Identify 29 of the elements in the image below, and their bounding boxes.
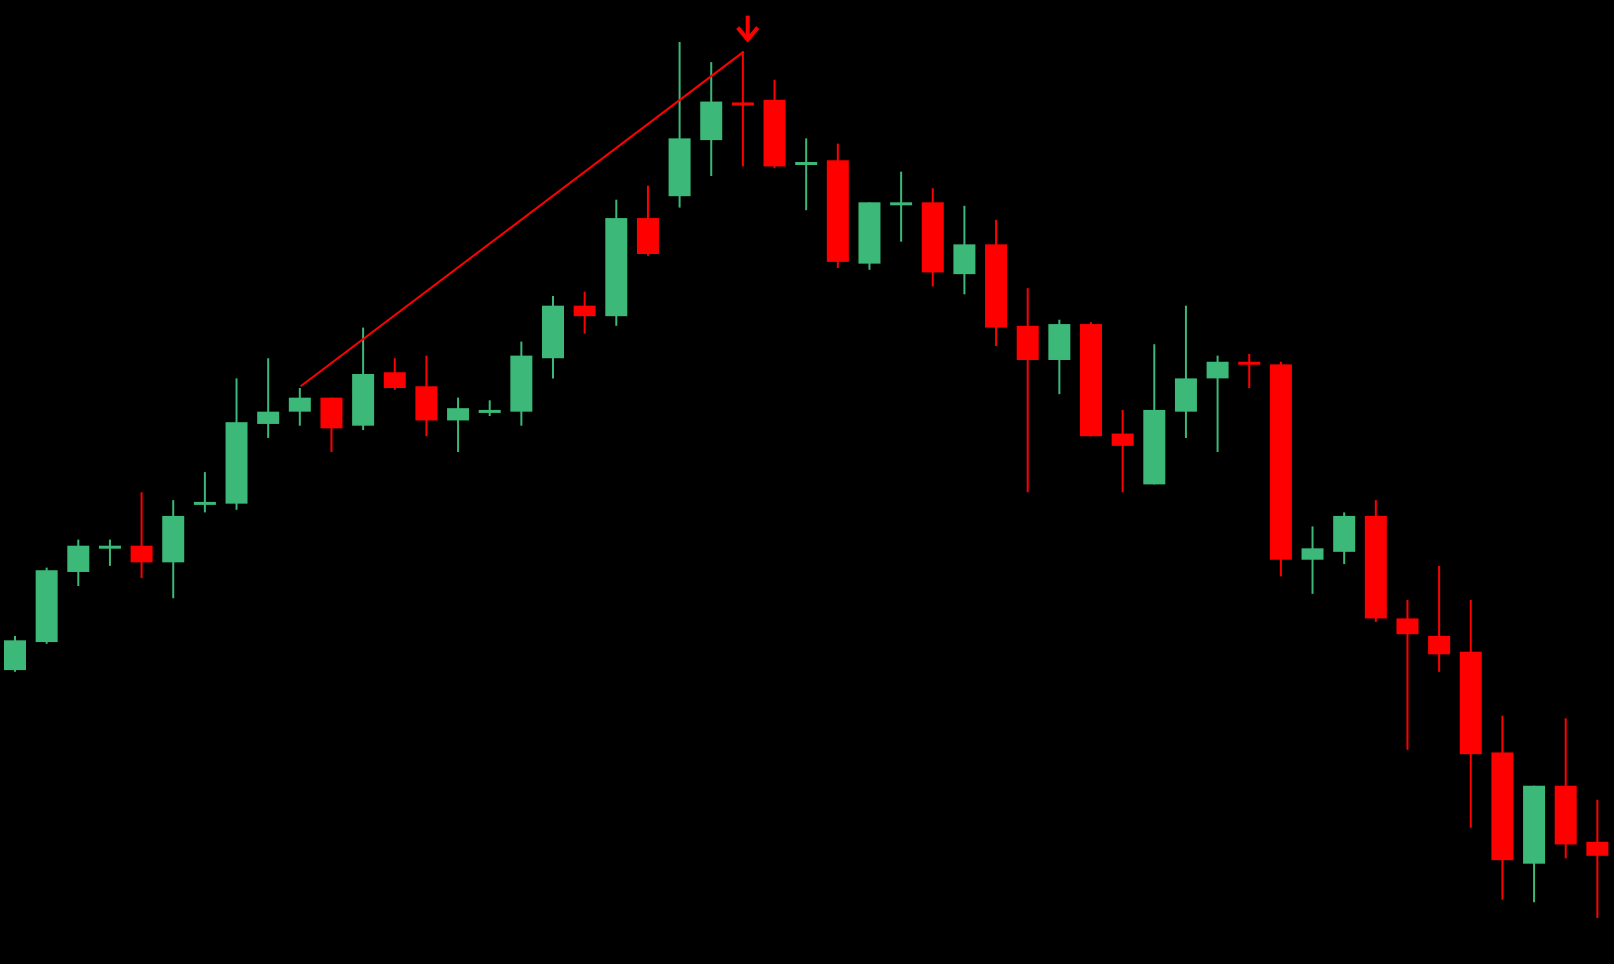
candlestick xyxy=(257,357,280,439)
candlestick xyxy=(1206,354,1229,453)
candlestick xyxy=(130,491,153,580)
candlestick xyxy=(890,170,913,243)
candlestick xyxy=(288,387,311,427)
candlestick xyxy=(1238,352,1261,390)
candlestick xyxy=(1586,798,1609,918)
candlestick xyxy=(447,396,470,453)
candlestick xyxy=(67,538,90,587)
candlestick xyxy=(700,61,723,178)
candlestick xyxy=(1333,511,1356,566)
candlestick xyxy=(383,357,406,391)
candlestick xyxy=(1301,525,1324,595)
candlestick xyxy=(573,290,596,335)
candlestick xyxy=(320,396,343,453)
candlestick xyxy=(162,499,185,600)
candlestick xyxy=(795,137,818,212)
candlestick xyxy=(1048,318,1071,396)
candlestick xyxy=(98,538,121,567)
candlestick xyxy=(193,471,216,514)
candlestick xyxy=(1174,304,1197,439)
candlestick xyxy=(415,354,438,438)
candlestick xyxy=(1111,408,1134,494)
candlestick xyxy=(1428,564,1451,673)
candlestick xyxy=(953,204,976,296)
candlestick xyxy=(4,634,26,673)
candlestick xyxy=(636,184,659,257)
candlestick xyxy=(1016,287,1039,494)
candlestick xyxy=(1396,599,1419,751)
